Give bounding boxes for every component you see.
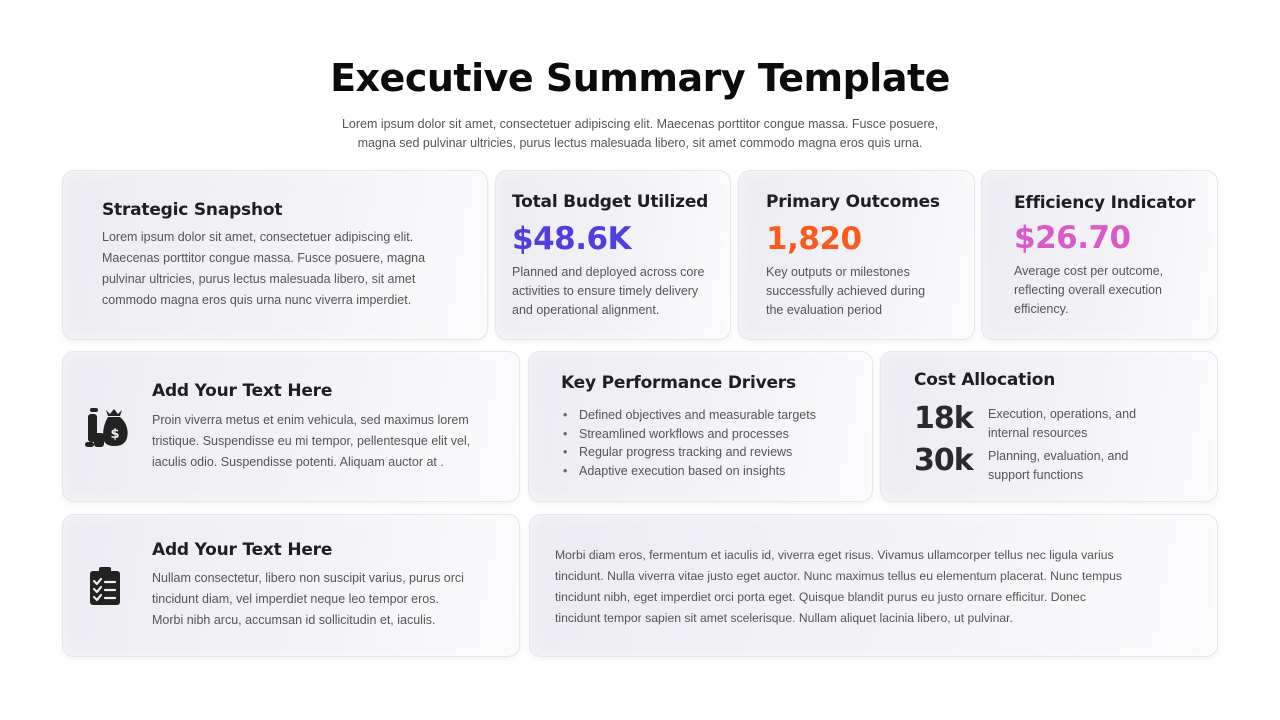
cost-description: Planning, evaluation, and support functi… [988,447,1208,485]
cost-value: 18k [914,401,974,436]
text-line: Morbi nibh arcu, accumsan id sollicitudi… [152,613,436,627]
text-line: support functions [988,468,1084,482]
svg-text:$: $ [110,427,119,442]
metric-description: Average cost per outcome, reflecting ove… [1014,262,1214,319]
metric-title: Total Budget Utilized [512,192,709,212]
text-line: activities to ensure timely delivery [512,284,699,298]
metric-value: 1,820 [766,221,862,257]
metric-value: $48.6K [512,221,632,257]
text-block-body: Nullam consectetur, libero non suscipit … [152,568,512,631]
paragraph-text: Morbi diam eros, fermentum et iaculis id… [555,545,1205,629]
text-line: Planning, evaluation, and [988,449,1129,463]
text-line: tincidunt tempor sapien sit amet sceleri… [555,611,1013,625]
page-title: Executive Summary Template [330,56,950,100]
strategic-snapshot-card: Strategic Snapshot Lorem ipsum dolor sit… [62,170,488,340]
bullet-icon: • [563,408,568,422]
list-item-text: Regular progress tracking and reviews [579,445,793,460]
key-drivers-card: Key Performance Drivers • Defined objecti… [528,351,873,502]
text-line: commodo magna eros quis urna nunc viverr… [102,293,412,307]
text-line: successfully achieved during [766,284,926,298]
text-line: tincidunt diam, vel imperdiet neque leo … [152,592,439,606]
list-item-text: Adaptive execution based on insights [579,464,786,479]
text-line: the evaluation period [766,303,883,317]
text-line: Nullam consectetur, libero non suscipit … [152,571,464,585]
strategic-snapshot-title: Strategic Snapshot [102,200,283,220]
subtitle-line: Lorem ipsum dolor sit amet, consectetuer… [341,117,939,131]
strategic-snapshot-text: Lorem ipsum dolor sit amet, consectetuer… [102,227,472,311]
text-line: Morbi diam eros, fermentum et iaculis id… [555,548,1114,562]
text-block-title: Add Your Text Here [152,381,333,401]
metric-title: Efficiency Indicator [1014,193,1196,213]
cost-allocation-card: Cost Allocation 18k Execution, operation… [880,351,1218,502]
metric-title: Primary Outcomes [766,192,940,212]
list-item: • Regular progress tracking and reviews [561,443,816,462]
total-budget-card: Total Budget Utilized $48.6K Planned and… [495,170,731,340]
text-line: tristique. Suspendisse eu mi tempor, pel… [152,434,471,448]
text-line: Average cost per outcome, [1014,264,1164,278]
cost-value: 30k [914,443,974,478]
key-drivers-title: Key Performance Drivers [561,373,796,393]
list-item-text: Streamlined workflows and processes [579,426,789,441]
metric-description: Planned and deployed across core activit… [512,263,727,320]
list-item: • Streamlined workflows and processes [561,425,816,444]
text-line: and operational alignment. [512,303,660,317]
key-drivers-list: • Defined objectives and measurable targe… [561,406,816,481]
text-line: tincidunt nibh, eget imperdiet orci port… [555,590,1086,604]
efficiency-indicator-card: Efficiency Indicator $26.70 Average cost… [981,170,1218,340]
text-line: efficiency. [1014,302,1069,316]
bullet-icon: • [563,464,568,479]
text-line: Planned and deployed across core [512,265,705,279]
money-bag-icon: $ [85,408,128,447]
subtitle-line: magna sed pulvinar ultricies, purus lect… [357,136,923,150]
text-line: Key outputs or milestones [766,265,910,279]
list-item: • Defined objectives and measurable targe… [561,406,816,425]
text-block-money-card: $ Add Your Text Here Proin viverra metus… [62,351,520,502]
clipboard-checklist-icon [90,567,120,605]
primary-outcomes-card: Primary Outcomes 1,820 Key outputs or mi… [738,170,975,340]
text-line: reflecting overall execution [1014,283,1162,297]
metric-description: Key outputs or milestones successfully a… [766,263,971,320]
text-block-body: Proin viverra metus et enim vehicula, se… [152,410,512,473]
text-line: Proin viverra metus et enim vehicula, se… [152,413,469,427]
text-block-title: Add Your Text Here [152,540,333,560]
page-subtitle: Lorem ipsum dolor sit amet, consectetuer… [300,115,980,153]
text-line: tincidunt. Nulla viverra vitae justo ege… [555,569,1122,583]
text-line: Execution, operations, and [988,407,1137,421]
metric-value: $26.70 [1014,220,1131,256]
paragraph-card: Morbi diam eros, fermentum et iaculis id… [529,514,1218,657]
list-item: • Adaptive execution based on insights [561,462,816,481]
bullet-icon: • [563,426,568,441]
text-line: internal resources [988,426,1088,440]
text-line: Lorem ipsum dolor sit amet, consectetuer… [102,230,414,244]
cost-description: Execution, operations, and internal reso… [988,405,1208,443]
text-line: pulvinar ultricies, purus lectus malesua… [102,272,416,286]
list-item-text: Defined objectives and measurable target… [579,408,816,422]
text-line: iaculis odio. Suspendisse potenti. Aliqu… [152,455,444,469]
cost-allocation-title: Cost Allocation [914,370,1056,390]
text-block-clipboard-card: Add Your Text Here Nullam consectetur, l… [62,514,520,657]
text-line: Maecenas porttitor congue massa. Fusce p… [102,251,426,265]
bullet-icon: • [563,445,568,460]
